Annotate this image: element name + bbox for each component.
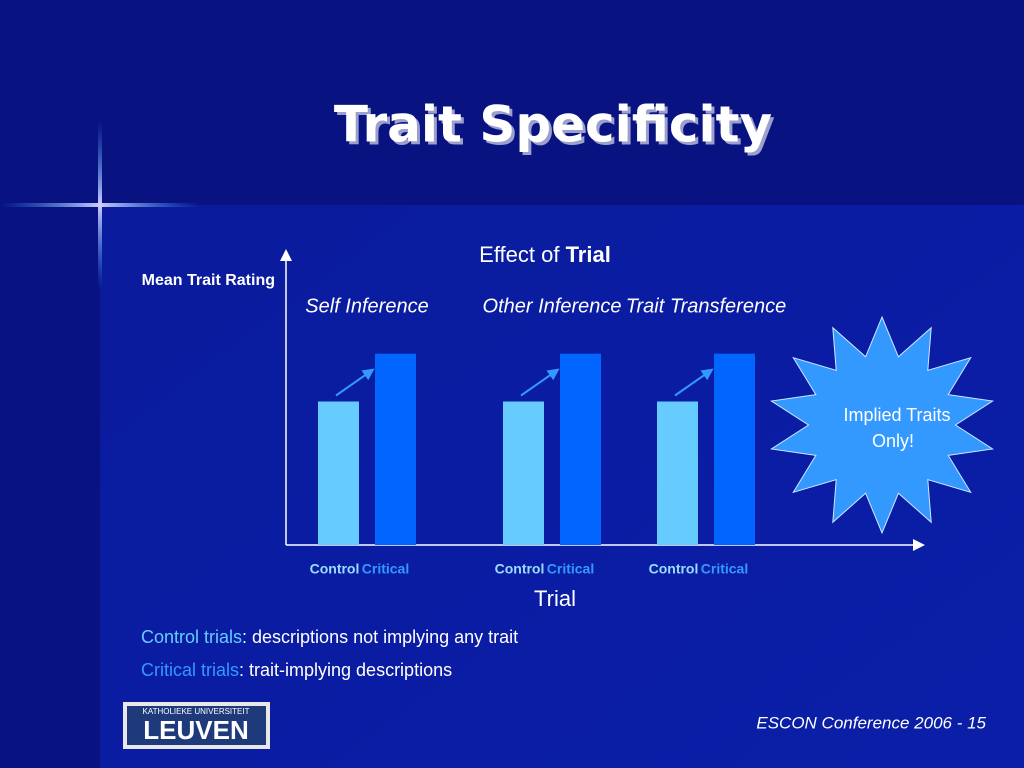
category-label: Self Inference xyxy=(305,295,428,317)
change-arrow xyxy=(335,368,375,397)
category-label: Trait Transference xyxy=(626,295,786,317)
series-label: Critical xyxy=(362,561,409,577)
y-axis-label: Mean Trait Rating xyxy=(142,272,275,289)
callout-text: Implied Traits xyxy=(843,405,950,425)
series-label: Control xyxy=(649,561,699,577)
title-shadow: Trait Specificity xyxy=(337,99,775,157)
bar xyxy=(318,401,359,545)
note-term: Control trials xyxy=(141,627,242,647)
series-label: Critical xyxy=(701,561,748,577)
bar xyxy=(657,401,698,545)
logo-inner xyxy=(127,706,266,745)
bar xyxy=(375,353,416,545)
category-label: Other Inference xyxy=(483,295,622,317)
footer: ESCON Conference 2006 - 15 xyxy=(756,713,986,732)
series-label: Control xyxy=(495,561,545,577)
callout-text: Only! xyxy=(872,431,914,451)
chart-title: Effect of Trial xyxy=(479,242,611,267)
sparkle xyxy=(98,120,102,290)
left-band xyxy=(0,0,100,768)
note-text: : trait-implying descriptions xyxy=(239,660,452,680)
bar xyxy=(503,401,544,545)
logo-main: LEUVEN xyxy=(143,715,248,745)
note: Control trials: descriptions not implyin… xyxy=(141,627,518,647)
slide-title: Trait Specificity xyxy=(334,96,772,154)
bar xyxy=(560,353,601,545)
note-term: Critical trials xyxy=(141,660,239,680)
note-text: : descriptions not implying any trait xyxy=(242,627,518,647)
callout-burst xyxy=(770,315,994,535)
bar xyxy=(714,353,755,545)
series-label: Control xyxy=(310,561,360,577)
change-arrow xyxy=(674,368,714,397)
top-band xyxy=(0,0,1024,205)
x-axis-label: Trial xyxy=(534,586,576,611)
chart-title-part: Trial xyxy=(566,242,611,267)
series-label: Critical xyxy=(547,561,594,577)
note: Critical trials: trait-implying descript… xyxy=(141,660,452,680)
logo-top: KATHOLIEKE UNIVERSITEIT xyxy=(143,707,250,716)
change-arrow xyxy=(520,368,560,397)
chart-title-part: Effect of xyxy=(479,242,565,267)
